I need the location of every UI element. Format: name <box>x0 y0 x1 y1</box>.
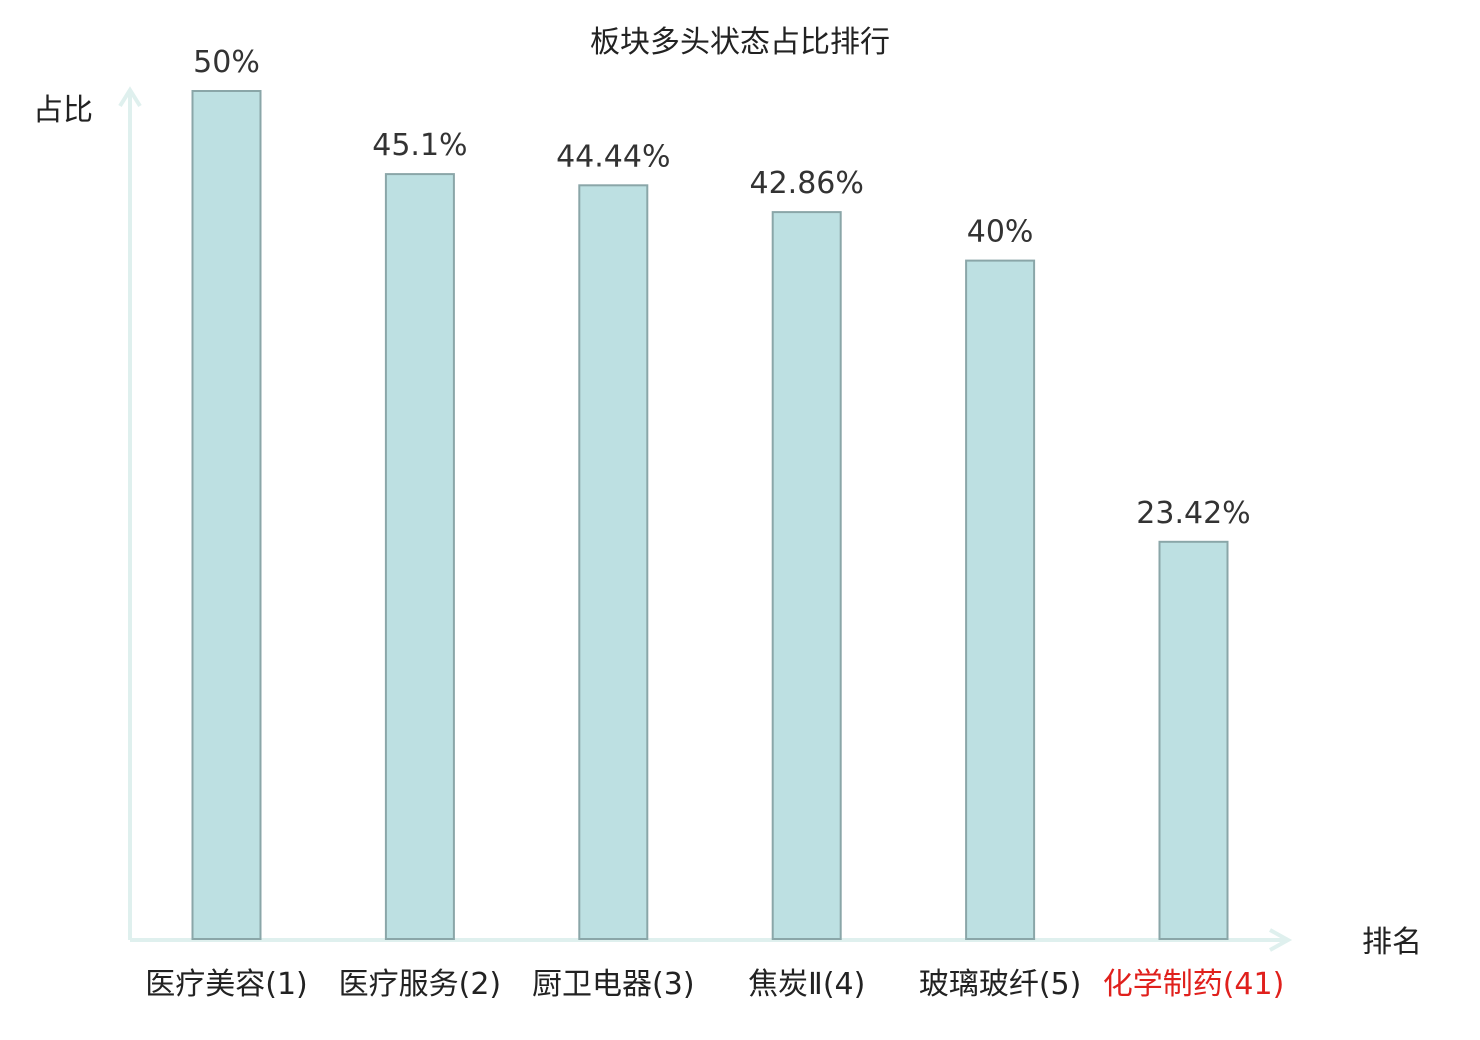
value-labels: 50% 45.1% 44.44% 42.86% 40% 23.42% <box>193 45 1251 531</box>
bar-1 <box>191 90 262 940</box>
category-label-1: 医疗美容(1) <box>145 967 308 1002</box>
category-label-6: 化学制药(41) <box>1103 967 1285 1002</box>
bar-3 <box>578 184 649 941</box>
axes <box>118 86 1293 952</box>
bar-2 <box>384 173 455 941</box>
category-label-4: 焦炭Ⅱ(4) <box>748 967 865 1002</box>
category-label-2: 医疗服务(2) <box>339 967 502 1002</box>
value-label-6: 23.42% <box>1136 496 1250 531</box>
value-label-1: 50% <box>193 45 260 80</box>
bar-5 <box>965 259 1036 941</box>
x-axis-label: 排名 <box>1362 925 1422 960</box>
value-label-5: 40% <box>967 215 1034 250</box>
category-label-5: 玻璃玻纤(5) <box>919 967 1082 1002</box>
y-axis-arrow <box>118 86 142 108</box>
value-label-2: 45.1% <box>372 128 467 163</box>
y-axis-label: 占比 <box>33 93 93 128</box>
category-label-3: 厨卫电器(3) <box>532 967 695 1002</box>
value-label-4: 42.86% <box>750 166 864 201</box>
x-axis-arrow <box>1269 928 1293 952</box>
category-labels: 医疗美容(1) 医疗服务(2) 厨卫电器(3) 焦炭Ⅱ(4) 玻璃玻纤(5) 化学制药(4… <box>145 967 1284 1002</box>
bars <box>191 90 1229 941</box>
value-label-3: 44.44% <box>556 139 670 174</box>
chart-title: 板块多头状态占比排行 <box>590 25 890 60</box>
bar-4 <box>771 211 842 941</box>
bar-6 <box>1158 540 1229 940</box>
